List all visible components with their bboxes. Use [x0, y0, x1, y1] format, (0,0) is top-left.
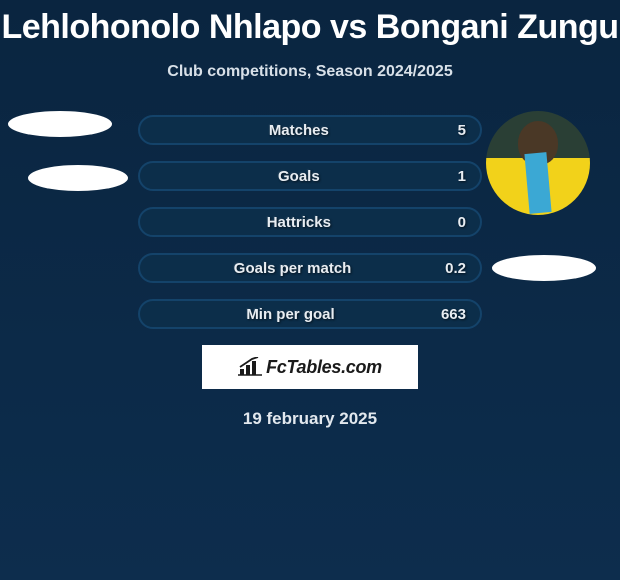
page-title: Lehlohonolo Nhlapo vs Bongani Zungu: [0, 0, 620, 47]
stat-value: 663: [441, 306, 466, 323]
stat-label: Hattricks: [140, 214, 458, 231]
bar-chart-icon: [238, 357, 264, 377]
stat-label: Matches: [140, 122, 458, 139]
brand-text: FcTables.com: [266, 357, 382, 378]
stat-row-hattricks: Hattricks 0: [138, 207, 482, 237]
stat-label: Goals per match: [140, 260, 445, 277]
brand-badge[interactable]: FcTables.com: [202, 345, 418, 389]
stat-row-matches: Matches 5: [138, 115, 482, 145]
player-right-avatar: [486, 111, 590, 215]
avatar-photo: [486, 111, 590, 215]
stats-bars: Matches 5 Goals 1 Hattricks 0 Goals per …: [138, 111, 482, 329]
stat-value: 0.2: [445, 260, 466, 277]
stat-value: 0: [458, 214, 466, 231]
comparison-content: Matches 5 Goals 1 Hattricks 0 Goals per …: [0, 111, 620, 429]
date-text: 19 february 2025: [0, 409, 620, 429]
player-right-column: [486, 111, 596, 281]
stat-row-goals: Goals 1: [138, 161, 482, 191]
stat-value: 5: [458, 122, 466, 139]
stat-row-min-per-goal: Min per goal 663: [138, 299, 482, 329]
stat-value: 1: [458, 168, 466, 185]
stat-label: Min per goal: [140, 306, 441, 323]
blank-ellipse: [492, 255, 596, 281]
stat-label: Goals: [140, 168, 458, 185]
subtitle: Club competitions, Season 2024/2025: [0, 63, 620, 81]
stat-row-goals-per-match: Goals per match 0.2: [138, 253, 482, 283]
player-left-column: [8, 111, 128, 191]
blank-ellipse: [8, 111, 112, 137]
blank-ellipse: [28, 165, 128, 191]
